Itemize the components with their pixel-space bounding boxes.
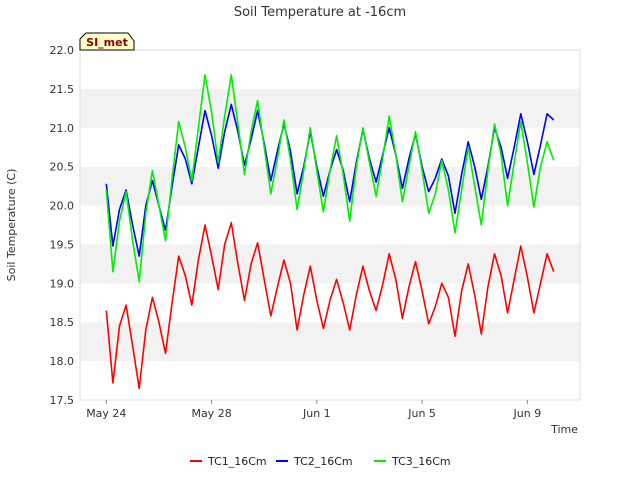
legend-label: TC1_16Cm [207, 455, 267, 468]
chart-title: Soil Temperature at -16cm [234, 5, 406, 20]
series-line-tc1-16cm [105, 221, 555, 390]
y-tick-label: 21.0 [50, 122, 75, 135]
grid-band [80, 322, 580, 362]
badge-label: SI_met [86, 36, 128, 49]
legend-label: TC2_16Cm [293, 455, 353, 468]
y-tick-label: 19.0 [50, 277, 75, 290]
grid-band [80, 127, 580, 167]
legend-label: TC3_16Cm [391, 455, 451, 468]
plot-lines [105, 74, 555, 390]
grid-band [80, 88, 580, 128]
legend: TC1_16Cm TC2_16Cm TC3_16Cm [190, 455, 451, 468]
y-tick-label: 19.5 [50, 238, 75, 251]
grid-band [80, 205, 580, 245]
y-tick-label: 22.0 [50, 44, 75, 57]
x-tick-label: Jun 1 [302, 407, 331, 420]
site-badge: SI_met [79, 32, 135, 51]
x-axis: May 24 May 28 Jun 1 Jun 5 Jun 9 [86, 400, 541, 420]
y-tick-label: 21.5 [50, 83, 75, 96]
grid-band [80, 50, 580, 89]
x-tick-label: Jun 9 [513, 407, 542, 420]
x-tick-label: May 24 [86, 407, 126, 420]
plot-bands [80, 50, 580, 400]
y-tick-label: 17.5 [50, 394, 75, 407]
y-tick-label: 18.0 [50, 355, 75, 368]
grid-band [80, 244, 580, 284]
x-tick-label: May 28 [191, 407, 231, 420]
y-axis: 17.5 18.0 18.5 19.0 19.5 20.0 20.5 21.0 21.5 22.0 [50, 44, 75, 407]
y-tick-label: 20.0 [50, 200, 75, 213]
y-axis-title: Soil Temperature (C) [5, 169, 18, 282]
series-line-tc3-16cm [105, 74, 555, 283]
plot-frame [79, 49, 581, 401]
x-axis-title: Time [550, 423, 578, 436]
y-tick-label: 18.5 [50, 316, 75, 329]
grid-band [80, 361, 580, 400]
x-tick-label: Jun 5 [407, 407, 436, 420]
y-tick-label: 20.5 [50, 161, 75, 174]
badge-shape [79, 32, 135, 51]
